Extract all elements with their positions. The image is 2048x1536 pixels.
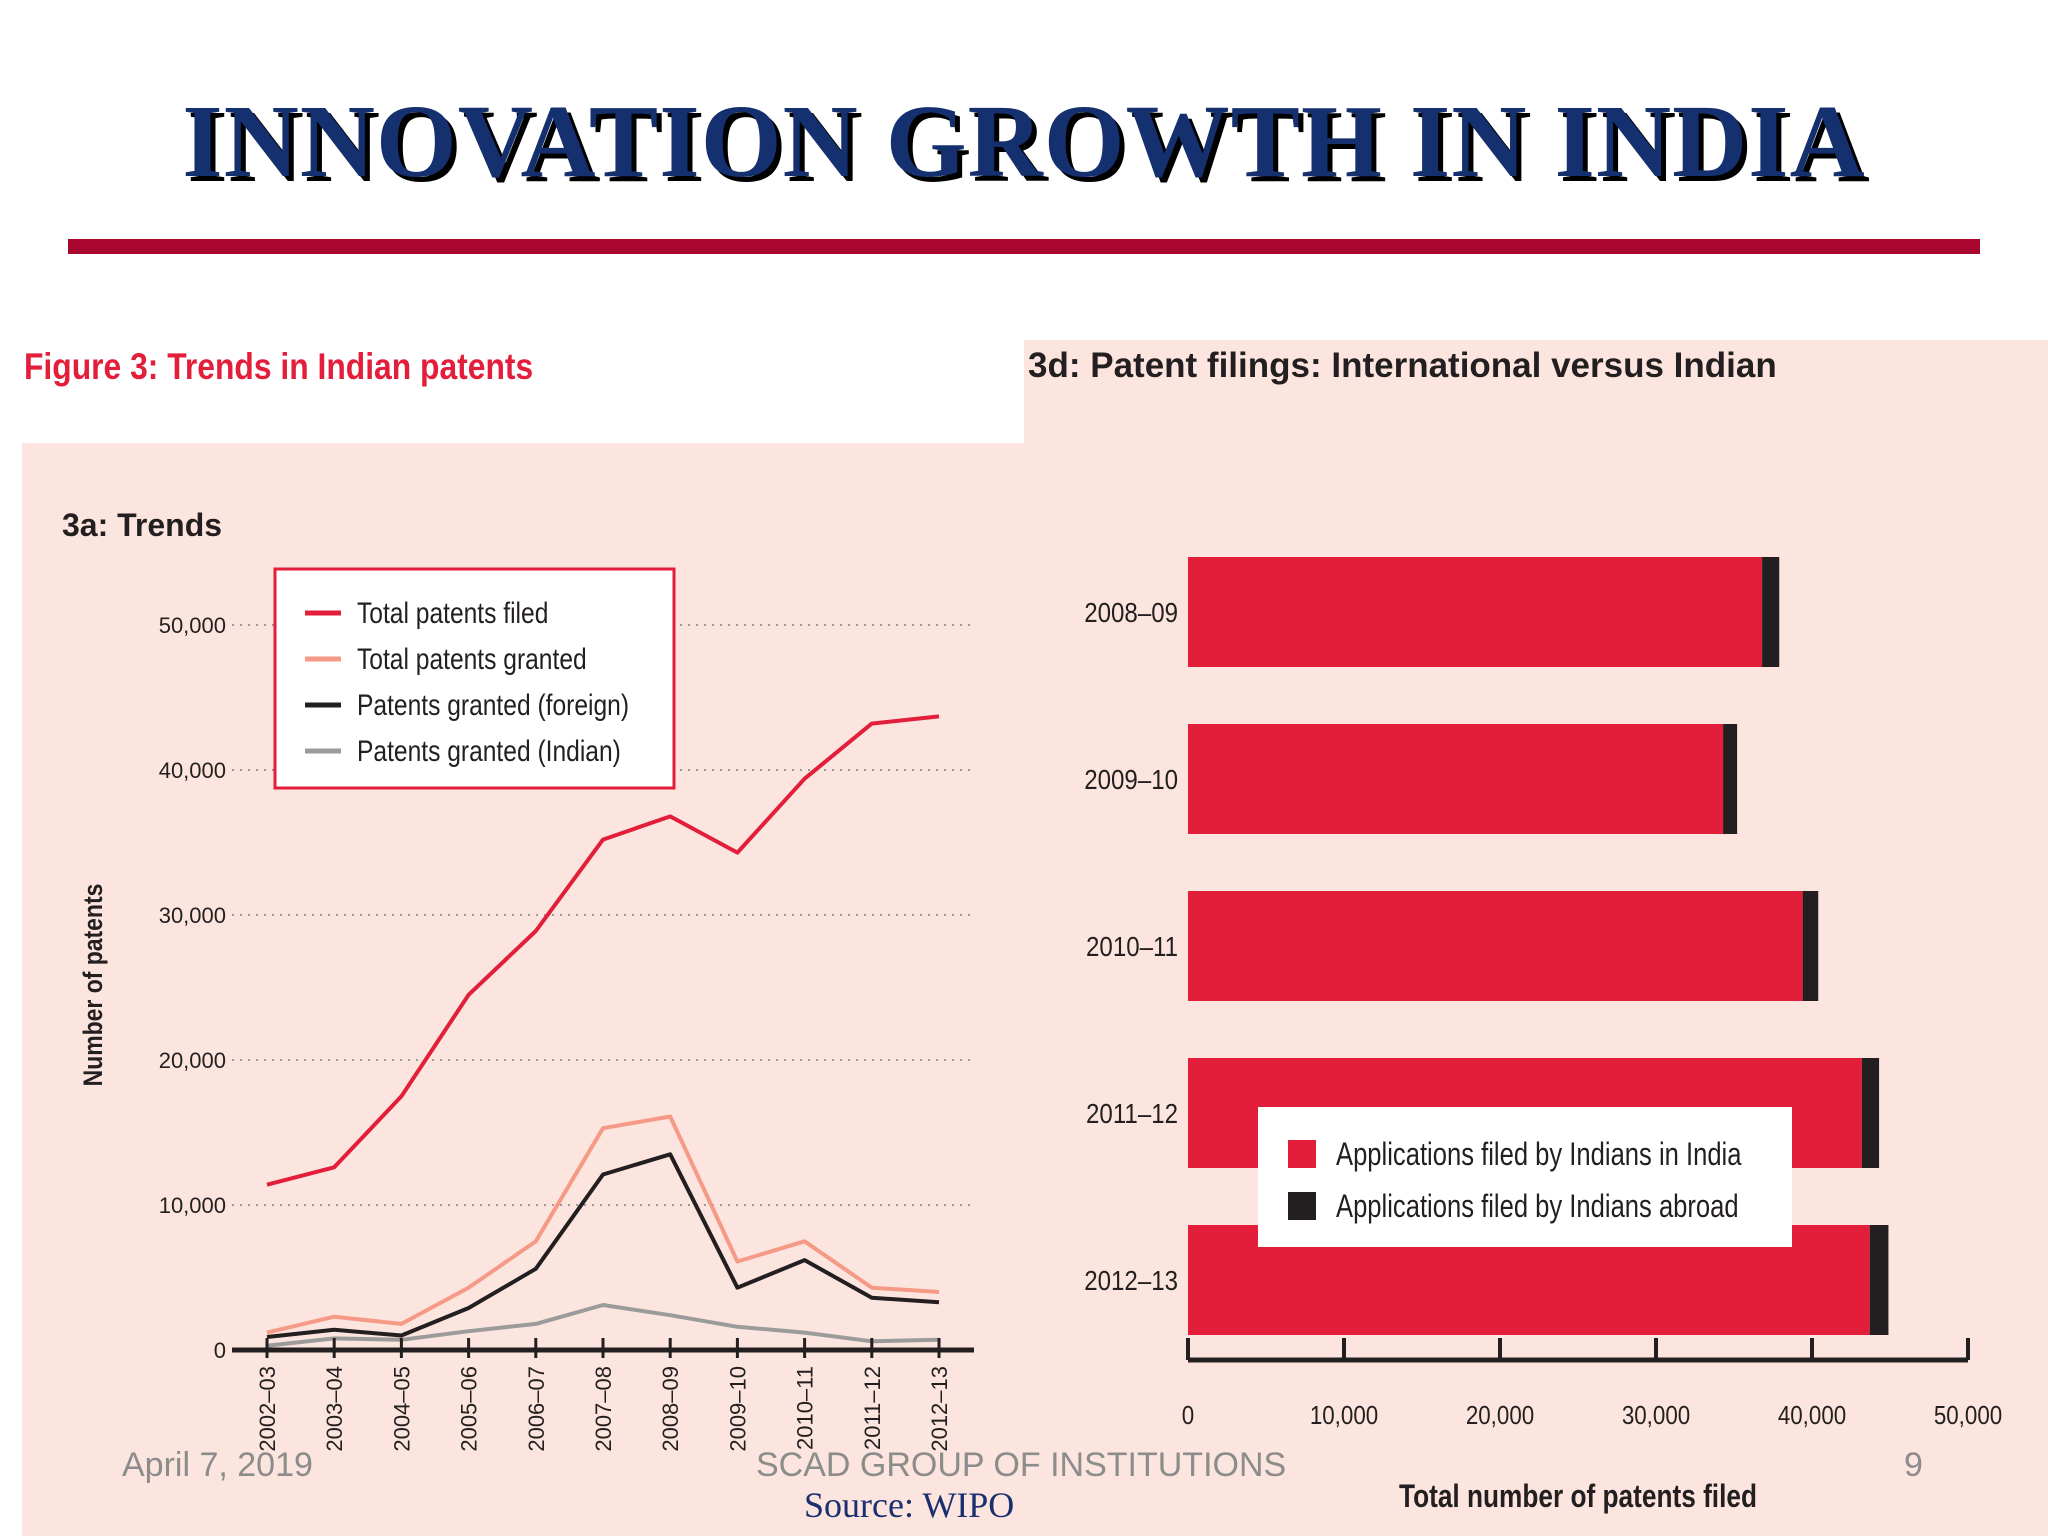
legend-box bbox=[273, 567, 676, 790]
y-tick-label: 10,000 bbox=[159, 1193, 226, 1218]
legend-label: Applications filed by Indians abroad bbox=[1336, 1189, 1739, 1224]
bar-segment bbox=[1762, 557, 1780, 667]
y-tick-label: 40,000 bbox=[159, 758, 226, 783]
bar-segment bbox=[1861, 1058, 1880, 1168]
x-tick-label: 20,000 bbox=[1466, 1401, 1534, 1430]
bar-segment bbox=[1188, 557, 1763, 667]
x-tick-label: 2008–09 bbox=[658, 1366, 683, 1452]
x-tick-label: 2003–04 bbox=[322, 1366, 347, 1452]
bar-segment bbox=[1188, 724, 1724, 834]
y-tick-label: 30,000 bbox=[159, 903, 226, 928]
bar-segment bbox=[1869, 1225, 1889, 1335]
legend-label: Patents granted (Indian) bbox=[357, 734, 621, 768]
chart-3a-title: 3a: Trends bbox=[62, 507, 223, 543]
y-category-label: 2011–12 bbox=[1086, 1097, 1178, 1129]
page-number: 9 bbox=[1904, 1446, 1923, 1484]
series-line bbox=[266, 714, 940, 1187]
bar-segment bbox=[1802, 891, 1819, 1001]
y-axis-title: Number of patents bbox=[78, 884, 108, 1087]
series-line bbox=[266, 1303, 940, 1348]
x-tick-label: 2009–10 bbox=[725, 1366, 750, 1452]
y-tick-label: 50,000 bbox=[159, 613, 226, 638]
x-tick-label: 2005–06 bbox=[457, 1366, 482, 1452]
footer-date: April 7, 2019 bbox=[122, 1446, 313, 1484]
legend-label: Total patents granted bbox=[357, 642, 587, 676]
x-tick-label: 2012–13 bbox=[927, 1366, 952, 1452]
footer-org: SCAD GROUP OF INSTITUTIONS bbox=[756, 1446, 1287, 1484]
x-tick-label: 2007–08 bbox=[591, 1366, 616, 1452]
x-tick-label: 10,000 bbox=[1310, 1401, 1378, 1430]
x-tick-label: 2011–12 bbox=[860, 1366, 885, 1450]
legend-swatch bbox=[1288, 1140, 1316, 1168]
legend-label: Applications filed by Indians in India bbox=[1336, 1137, 1742, 1172]
y-category-label: 2010–11 bbox=[1086, 930, 1178, 962]
source-note: Source: WIPO bbox=[804, 1485, 1015, 1525]
slide-title: INNOVATION GROWTH IN INDIA bbox=[182, 84, 1866, 199]
y-category-label: 2008–09 bbox=[1084, 596, 1178, 628]
x-tick-label: 2010–11 bbox=[793, 1366, 818, 1450]
legend-label: Patents granted (foreign) bbox=[357, 688, 629, 722]
x-tick-label: 50,000 bbox=[1934, 1401, 2002, 1430]
bar-segment bbox=[1723, 724, 1738, 834]
y-category-label: 2009–10 bbox=[1084, 763, 1178, 795]
x-axis-title: Total number of patents filed bbox=[1399, 1480, 1757, 1515]
x-tick-label: 30,000 bbox=[1622, 1401, 1690, 1430]
y-tick-label: 20,000 bbox=[159, 1048, 226, 1073]
chart-3d-title: 3d: Patent filings: International versus… bbox=[1028, 346, 1777, 385]
legend-label: Total patents filed bbox=[357, 596, 548, 630]
bar-segment bbox=[1188, 891, 1803, 1001]
legend-swatch bbox=[1288, 1192, 1316, 1220]
title-divider bbox=[68, 239, 1980, 254]
y-category-label: 2012–13 bbox=[1084, 1264, 1178, 1296]
x-tick-label: 2002–03 bbox=[255, 1366, 280, 1452]
series-line bbox=[266, 1152, 940, 1339]
y-tick-label: 0 bbox=[214, 1338, 226, 1363]
x-tick-label: 0 bbox=[1182, 1401, 1194, 1430]
x-tick-label: 40,000 bbox=[1778, 1401, 1846, 1430]
series-line bbox=[266, 1114, 940, 1335]
figure-title: Figure 3: Trends in Indian patents bbox=[24, 346, 534, 387]
x-tick-label: 2004–05 bbox=[389, 1366, 414, 1452]
legend-box bbox=[1258, 1107, 1792, 1247]
x-tick-label: 2006–07 bbox=[524, 1366, 549, 1452]
